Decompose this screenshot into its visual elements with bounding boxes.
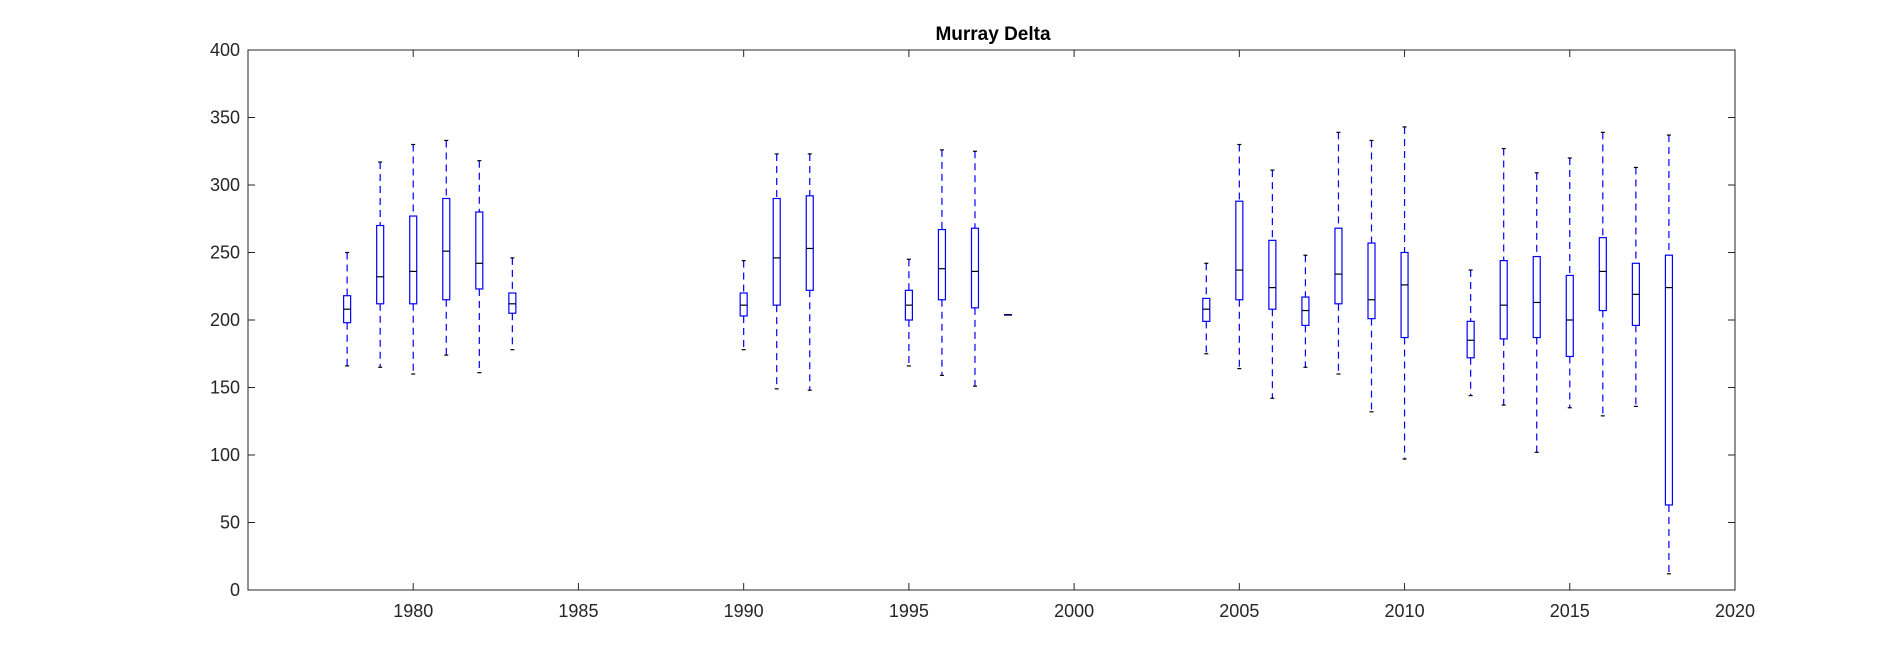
box-body <box>1565 274 1574 358</box>
x-tick-label: 1990 <box>724 601 764 621</box>
box-body <box>1664 254 1674 506</box>
box-2007 <box>1301 254 1310 368</box>
y-tick-label: 100 <box>210 445 240 465</box>
x-tick-label: 2010 <box>1385 601 1425 621</box>
box-body <box>1202 297 1211 322</box>
box-body <box>1400 251 1409 339</box>
box-1992 <box>805 153 814 391</box>
box-body <box>970 227 980 309</box>
box-2012 <box>1466 269 1475 397</box>
x-tick-label: 1980 <box>393 601 433 621</box>
y-tick-label: 250 <box>210 243 240 263</box>
y-tick-label: 350 <box>210 108 240 128</box>
box-body <box>1301 296 1310 326</box>
box-2018 <box>1664 134 1674 575</box>
box-body <box>409 215 418 305</box>
box-1983 <box>508 257 517 351</box>
chart-title: Murray Delta <box>935 24 1051 45</box>
box-2009 <box>1367 139 1376 413</box>
x-tick-label: 2020 <box>1715 601 1755 621</box>
y-tick-label: 200 <box>210 310 240 330</box>
axes: 1980 1985 1990 1995 2000 2005 2010 2015 2020 0 50 1… <box>210 40 1755 621</box>
box-1998 <box>1003 314 1013 316</box>
box-1997 <box>970 150 980 387</box>
box-1995 <box>904 258 913 367</box>
box-1978 <box>343 251 352 367</box>
box-1981 <box>442 139 451 356</box>
box-body <box>1466 320 1475 359</box>
box-body <box>805 195 814 291</box>
box-body <box>1367 242 1376 320</box>
box-body <box>1598 237 1607 312</box>
box-2013 <box>1499 147 1508 406</box>
y-tick-label: 400 <box>210 40 240 60</box>
box-1990 <box>739 260 748 351</box>
y-tick-label: 0 <box>230 580 240 600</box>
y-tick-label: 150 <box>210 378 240 398</box>
box-1979 <box>376 161 385 368</box>
x-tick-label: 2000 <box>1054 601 1094 621</box>
x-tick-label: 1985 <box>558 601 598 621</box>
axes-frame <box>247 49 1736 591</box>
box-1991 <box>772 153 781 390</box>
y-tick-label: 300 <box>210 175 240 195</box>
box-1980 <box>409 143 418 375</box>
box-2015 <box>1565 157 1574 409</box>
box-2008 <box>1334 131 1343 375</box>
box-body <box>1532 255 1541 339</box>
plot-area <box>343 126 1674 575</box>
box-body <box>508 292 517 314</box>
box-body <box>772 197 781 306</box>
x-tick-label: 1995 <box>889 601 929 621</box>
box-2017 <box>1631 166 1640 407</box>
box-2014 <box>1532 172 1541 453</box>
box-body <box>1499 260 1508 340</box>
box-2016 <box>1598 131 1607 417</box>
x-tick-label: 2015 <box>1550 601 1590 621</box>
box-body <box>1235 200 1244 301</box>
box-2006 <box>1268 169 1277 399</box>
box-1996 <box>937 149 947 376</box>
box-1982 <box>475 160 484 374</box>
y-tick-label: 50 <box>220 513 240 533</box>
box-body <box>442 197 451 301</box>
box-body <box>1334 227 1343 305</box>
box-body <box>937 228 947 301</box>
x-tick-label: 2005 <box>1219 601 1259 621</box>
box-body <box>739 292 748 317</box>
box-2004 <box>1202 262 1211 355</box>
box-2005 <box>1235 143 1244 370</box>
box-body <box>475 211 484 290</box>
box-2010 <box>1400 126 1409 460</box>
box-body <box>1268 239 1277 310</box>
box-body <box>376 224 385 305</box>
